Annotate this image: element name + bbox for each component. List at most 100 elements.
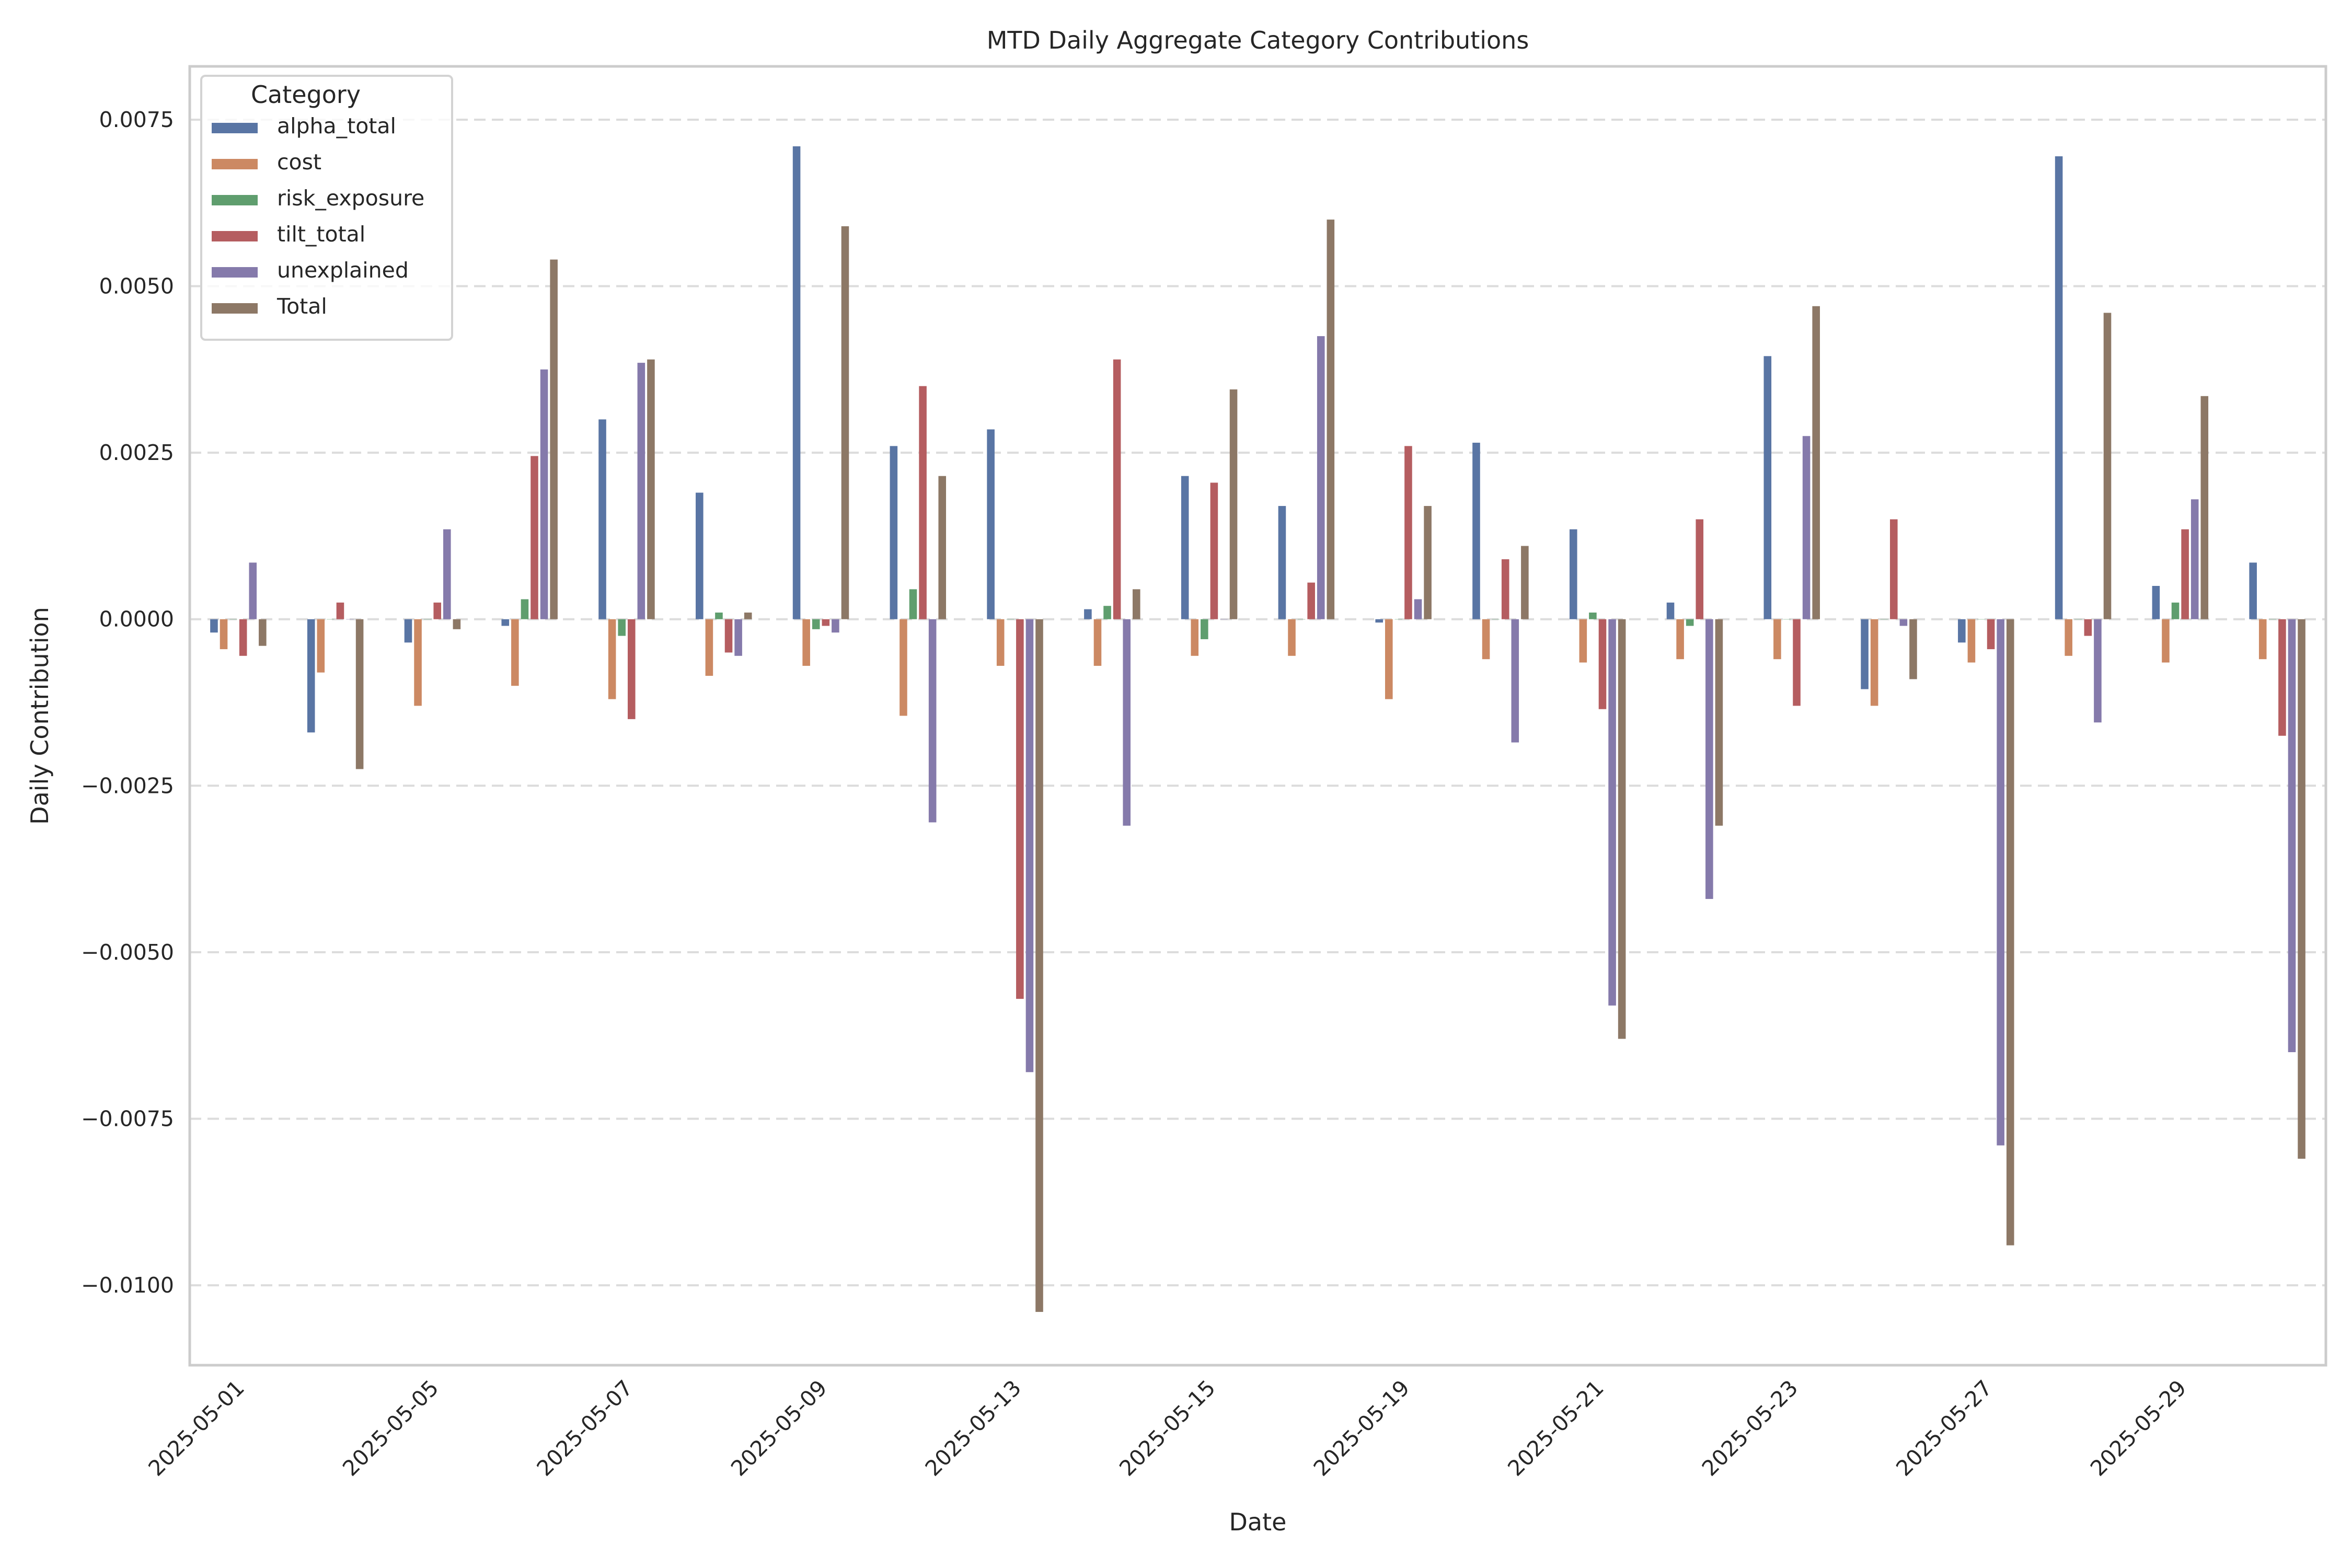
bar-unexplained-2025-05-14 (1123, 619, 1131, 826)
bar-alpha_total-2025-05-06 (501, 619, 510, 626)
bar-tilt_total-2025-05-28 (2084, 619, 2092, 636)
y-axis-label: Daily Contribution (26, 607, 54, 825)
bar-cost-2025-05-06 (511, 619, 519, 686)
bar-cost-2025-05-05 (414, 619, 422, 706)
bar-cost-2025-05-14 (1093, 619, 1102, 666)
bar-unexplained-2025-05-06 (540, 369, 548, 619)
bar-alpha_total-2025-05-01 (210, 619, 218, 633)
x-tick-label: 2025-05-15 (1114, 1375, 1220, 1481)
bars (210, 146, 2305, 1312)
x-tick-label: 2025-05-29 (2085, 1375, 2191, 1481)
bar-tilt_total-2025-05-05 (433, 602, 442, 619)
bar-alpha_total-2025-05-09 (792, 146, 801, 619)
bar-alpha_total-2025-05-29 (2152, 586, 2160, 619)
bar-risk_exposure-2025-05-12 (909, 589, 917, 619)
legend-swatch (212, 231, 258, 241)
bar-risk_exposure-2025-05-05 (423, 619, 432, 620)
bar-cost-2025-05-02 (317, 619, 325, 673)
legend-label: tilt_total (277, 222, 365, 247)
bar-cost-2025-05-30 (2258, 619, 2267, 660)
x-tick-label: 2025-05-09 (726, 1375, 832, 1481)
bar-tilt_total-2025-05-09 (822, 619, 830, 626)
bar-Total-2025-05-07 (647, 359, 655, 619)
bar-unexplained-2025-05-22 (1705, 619, 1713, 899)
bar-risk_exposure-2025-05-02 (327, 619, 335, 620)
x-tick-label: 2025-05-23 (1697, 1375, 1803, 1481)
bar-Total-2025-05-19 (1424, 506, 1432, 619)
bar-unexplained-2025-05-26 (1899, 619, 1908, 626)
bar-tilt_total-2025-05-22 (1696, 519, 1704, 619)
chart-title: MTD Daily Aggregate Category Contributio… (987, 26, 1529, 54)
bar-Total-2025-05-02 (355, 619, 364, 769)
bar-risk_exposure-2025-05-22 (1686, 619, 1694, 626)
bar-tilt_total-2025-05-08 (724, 619, 733, 653)
bar-risk_exposure-2025-05-09 (812, 619, 820, 629)
bar-risk_exposure-2025-05-27 (1977, 619, 1985, 620)
y-axis-ticks: 0.0075 0.0050 0.0025 0.0000 −0.0025 −0.0050 −0… (81, 107, 174, 1298)
bar-unexplained-2025-05-12 (928, 619, 937, 823)
bar-Total-2025-05-14 (1132, 589, 1140, 619)
bar-risk_exposure-2025-05-23 (1783, 619, 1791, 620)
bar-cost-2025-05-22 (1676, 619, 1684, 660)
bar-cost-2025-05-23 (1773, 619, 1781, 660)
legend-item-Total[interactable]: Total (212, 294, 327, 319)
legend-label: cost (277, 149, 321, 175)
bar-tilt_total-2025-05-30 (2278, 619, 2286, 736)
bar-tilt_total-2025-05-14 (1113, 359, 1121, 619)
bar-unexplained-2025-05-28 (2094, 619, 2102, 723)
bar-risk_exposure-2025-05-01 (229, 619, 237, 620)
bar-alpha_total-2025-05-15 (1181, 476, 1189, 619)
x-tick-label: 2025-05-07 (532, 1375, 638, 1481)
legend-item-cost[interactable]: cost (212, 149, 321, 175)
plot-frame (188, 65, 2327, 1367)
bar-Total-2025-05-08 (744, 612, 752, 619)
y-tick-label: 0.0025 (99, 440, 174, 465)
bar-alpha_total-2025-05-07 (598, 419, 606, 619)
bar-unexplained-2025-05-13 (1025, 619, 1034, 1073)
bar-tilt_total-2025-05-23 (1793, 619, 1801, 706)
bar-alpha_total-2025-05-30 (2249, 562, 2257, 619)
bar-risk_exposure-2025-05-28 (2074, 619, 2082, 620)
bar-tilt_total-2025-05-01 (239, 619, 247, 656)
y-tick-label: −0.0025 (81, 773, 174, 798)
legend-swatch (212, 159, 258, 169)
bar-alpha_total-2025-05-08 (696, 492, 704, 619)
bar-risk_exposure-2025-05-30 (2268, 619, 2277, 620)
bar-unexplained-2025-05-15 (1220, 619, 1228, 620)
bar-tilt_total-2025-05-21 (1598, 619, 1607, 709)
legend-box (200, 75, 453, 341)
bar-Total-2025-05-15 (1229, 389, 1238, 619)
legend-swatch (212, 267, 258, 278)
y-tick-label: −0.0075 (81, 1106, 174, 1131)
legend-item-tilt_total[interactable]: tilt_total (212, 222, 365, 247)
bar-cost-2025-05-12 (900, 619, 907, 716)
bar-tilt_total-2025-05-16 (1307, 582, 1315, 619)
bar-alpha_total-2025-05-13 (987, 429, 995, 619)
bar-Total-2025-05-13 (1035, 619, 1043, 1312)
bar-risk_exposure-2025-05-13 (1006, 619, 1014, 620)
bar-alpha_total-2025-05-23 (1763, 356, 1772, 619)
bar-risk_exposure-2025-05-26 (1880, 619, 1888, 620)
bar-unexplained-2025-05-16 (1317, 336, 1325, 619)
bar-alpha_total-2025-05-05 (404, 619, 412, 643)
bar-unexplained-2025-05-01 (249, 562, 257, 619)
legend-item-unexplained[interactable]: unexplained (212, 258, 409, 283)
gridlines (190, 118, 2326, 1287)
bar-tilt_total-2025-05-29 (2181, 529, 2189, 619)
bar-Total-2025-05-28 (2103, 313, 2112, 619)
bar-Total-2025-05-29 (2200, 396, 2209, 619)
legend-item-risk_exposure[interactable]: risk_exposure (212, 186, 424, 211)
legend-item-alpha_total[interactable]: alpha_total (212, 113, 396, 139)
bar-Total-2025-05-27 (2006, 619, 2014, 1246)
x-axis-ticks: 2025-05-01 2025-05-05 2025-05-07 2025-05-09… (144, 1375, 2192, 1481)
bar-tilt_total-2025-05-19 (1404, 446, 1412, 619)
bar-unexplained-2025-05-07 (637, 363, 645, 619)
bar-alpha_total-2025-05-14 (1084, 609, 1092, 619)
bar-tilt_total-2025-05-20 (1501, 559, 1509, 619)
legend-label: Total (276, 294, 327, 319)
bar-unexplained-2025-05-30 (2288, 619, 2296, 1053)
bar-unexplained-2025-05-09 (832, 619, 839, 633)
x-tick-label: 2025-05-19 (1309, 1375, 1414, 1481)
bar-risk_exposure-2025-05-15 (1201, 619, 1208, 639)
